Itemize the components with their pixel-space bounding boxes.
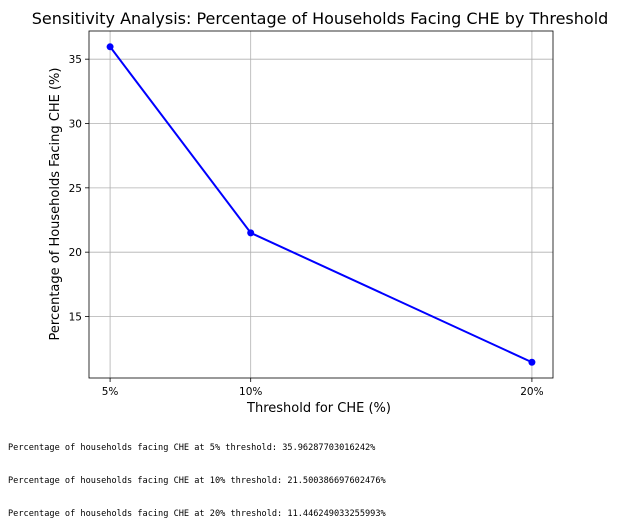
grid-lines — [89, 31, 553, 378]
x-axis-label: Threshold for CHE (%) — [246, 401, 391, 416]
data-point — [528, 358, 536, 366]
chart-title: Sensitivity Analysis: Percentage of Hous… — [32, 9, 609, 28]
data-series — [106, 43, 536, 366]
output-line-10pct: Percentage of households facing CHE at 1… — [8, 476, 386, 486]
y-tick-label: 15 — [69, 311, 82, 323]
output-line-5pct: Percentage of households facing CHE at 5… — [8, 443, 376, 453]
plot-area-frame — [88, 30, 554, 379]
line-chart: Sensitivity Analysis: Percentage of Hous… — [32, 9, 609, 416]
data-point — [106, 43, 114, 51]
axis-ticks: 5% 10% 20% 15 20 25 30 35 — [69, 54, 544, 398]
console-output: Percentage of households facing CHE at 5… — [8, 421, 386, 531]
data-point — [247, 229, 255, 237]
x-tick-label: 10% — [239, 386, 262, 398]
x-tick-label: 20% — [520, 386, 543, 398]
y-tick-label: 30 — [69, 119, 82, 131]
y-tick-label: 35 — [69, 54, 82, 66]
output-line-20pct: Percentage of households facing CHE at 2… — [8, 509, 386, 519]
y-tick-label: 20 — [69, 247, 82, 259]
y-axis-label: Percentage of Households Facing CHE (%) — [48, 68, 63, 341]
series-line — [109, 46, 533, 364]
y-tick-label: 25 — [69, 183, 82, 195]
x-tick-label: 5% — [102, 386, 119, 398]
